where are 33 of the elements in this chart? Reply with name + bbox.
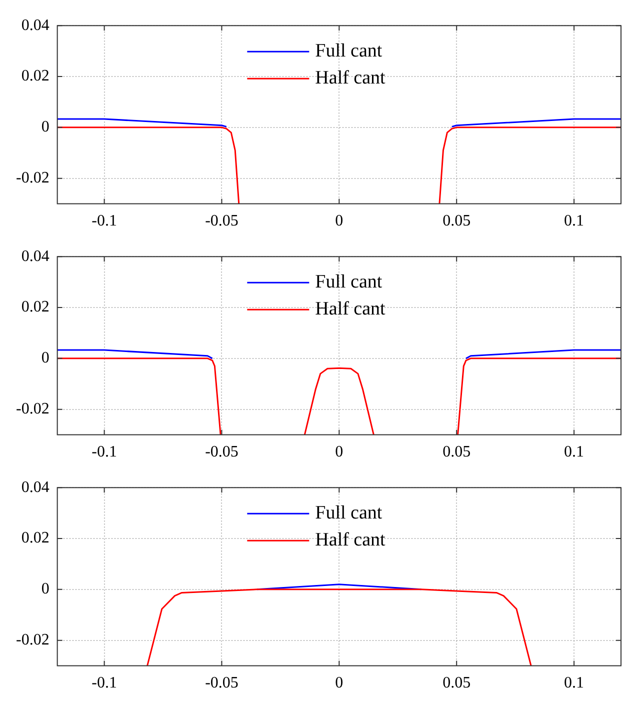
x-tick-label: 0.05 <box>442 674 471 692</box>
y-tick-label: -0.02 <box>16 400 50 418</box>
legend-label: Full cant <box>315 272 383 293</box>
y-tick-label: 0.02 <box>21 298 50 316</box>
y-tick-label: 0.02 <box>21 68 50 85</box>
y-tick-label: 0 <box>41 118 50 136</box>
x-tick-label: 0 <box>335 444 344 461</box>
x-tick-label: 0 <box>335 674 344 692</box>
x-tick-label: -0.1 <box>92 444 117 461</box>
legend-label: Half cant <box>315 530 386 551</box>
y-tick-label: -0.02 <box>16 632 50 649</box>
x-tick-label: -0.05 <box>205 674 238 692</box>
x-tick-label: -0.05 <box>205 212 238 230</box>
y-tick-label: 0.04 <box>21 478 50 496</box>
legend-label: Full cant <box>315 40 383 62</box>
y-tick-label: 0.02 <box>21 530 50 547</box>
y-tick-label: 0 <box>41 580 50 598</box>
y-tick-label: 0 <box>41 350 50 367</box>
legend-label: Half cant <box>315 298 386 320</box>
legend-label: Half cant <box>315 68 386 89</box>
x-tick-label: -0.1 <box>92 674 117 692</box>
x-tick-label: 0.05 <box>442 444 471 461</box>
y-tick-label: 0.04 <box>21 16 50 34</box>
x-tick-label: 0.1 <box>564 444 584 461</box>
y-tick-label: -0.02 <box>16 170 50 187</box>
x-tick-label: -0.1 <box>92 212 117 230</box>
y-tick-label: 0.04 <box>21 248 50 265</box>
x-tick-label: 0.1 <box>564 674 584 692</box>
x-tick-label: 0.05 <box>442 212 471 230</box>
x-tick-label: -0.05 <box>205 444 238 461</box>
x-tick-label: 0 <box>335 212 344 230</box>
x-tick-label: 0.1 <box>564 212 584 230</box>
legend-label: Full cant <box>315 502 383 524</box>
